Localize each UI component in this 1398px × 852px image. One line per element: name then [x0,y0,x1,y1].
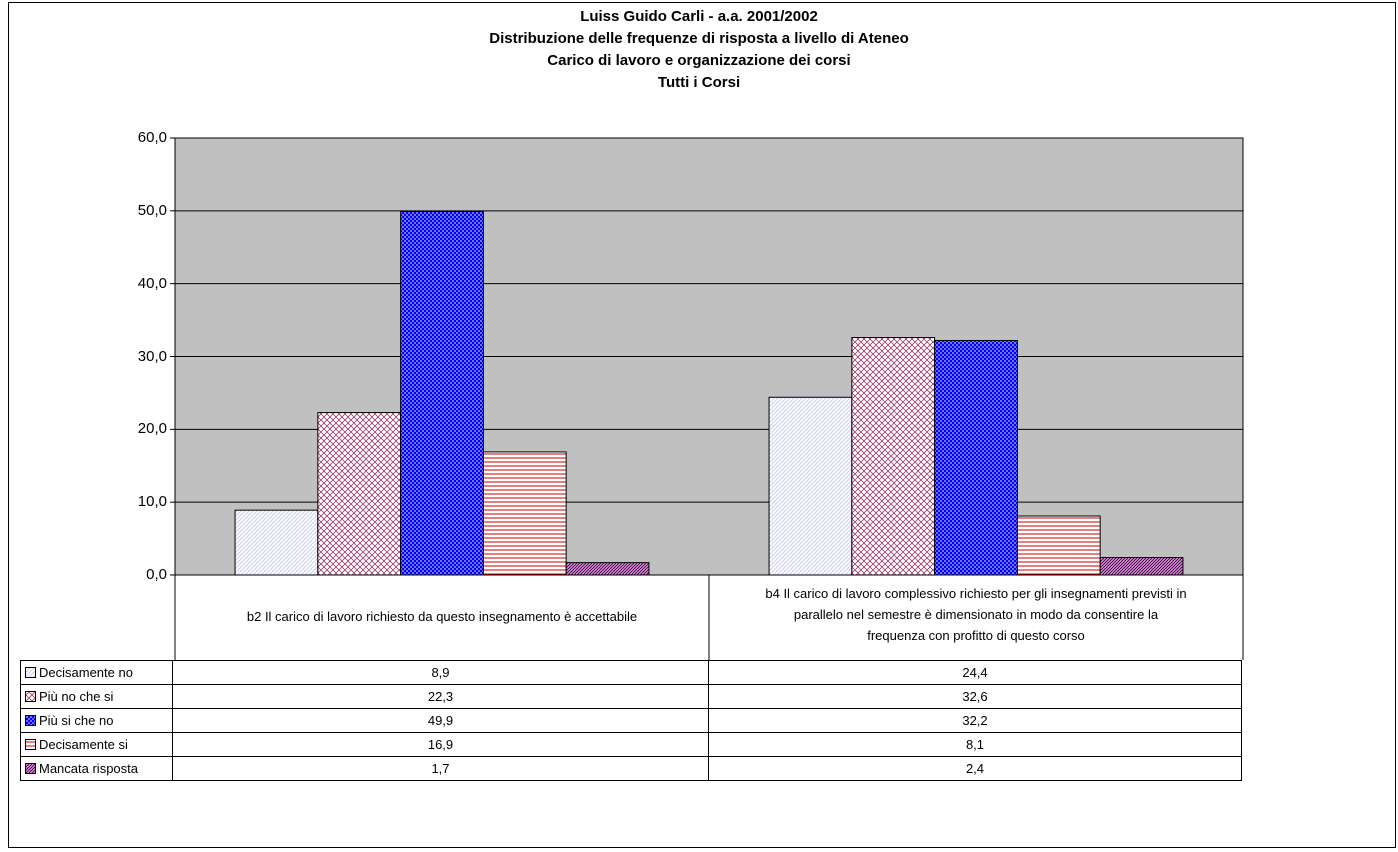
bar-decisamente-no-1 [234,509,319,576]
legend-key-icon [25,739,36,750]
legend-entry: Mancata risposta [20,756,173,781]
data-label: 49,9 [172,708,709,733]
series-name: Decisamente si [39,737,128,752]
y-tick-label: 0,0 [146,566,167,583]
bar-mancata-risposta-1 [565,562,650,576]
legend-entry: Decisamente si [20,732,173,757]
table-row: Decisamente no 8,9 24,4 [20,660,1242,685]
category-label-b4: b4 Il carico di lavoro complessivo richi… [711,583,1241,646]
bar-pi-si-che-no-1 [400,211,484,576]
y-tick-label: 40,0 [137,274,167,292]
category-label-b4-line-3: frequenza con profitto di questo corso [867,628,1085,643]
data-label: 2,4 [708,756,1242,781]
legend-entry: Decisamente no [20,660,173,685]
series-name: Più no che si [39,689,114,704]
bar-mancata-risposta-2 [1099,557,1184,576]
data-label: 1,7 [172,756,709,781]
bar-decisamente-si-1 [482,451,567,576]
category-label-b4-line-2: parallelo nel semestre è dimensionato in… [793,607,1159,622]
table-row: Più si che no 49,9 32,2 [20,708,1242,733]
category-label-b4-line-1: b4 Il carico di lavoro complessivo richi… [765,586,1187,601]
legend-entry: Più si che no [20,708,173,733]
y-tick-label: 10,0 [137,493,167,511]
bar-decisamente-si-2 [1016,515,1101,576]
legend-key-icon [25,715,36,726]
legend-key-icon [25,667,36,678]
chart-title-line-3: Carico di lavoro e organizzazione dei co… [547,52,851,69]
bar-pi-no-che-si-1 [317,412,402,576]
table-row: Mancata risposta 1,7 2,4 [20,756,1242,781]
bar-pi-si-che-no-2 [934,339,1018,576]
table-row: Più no che si 22,3 32,6 [20,684,1242,709]
data-label: 8,9 [172,660,709,685]
category-label-b2: b2 Il carico di lavoro richiesto da ques… [175,606,709,627]
data-label: 8,1 [708,732,1242,757]
y-tick-label: 30,0 [137,347,167,365]
category-label-b2-line: b2 Il carico di lavoro richiesto da ques… [246,609,638,624]
series-name: Mancata risposta [39,761,138,776]
table-row: Decisamente si 16,9 8,1 [20,732,1242,757]
y-tick-label: 60,0 [137,129,167,146]
data-label: 16,9 [172,732,709,757]
y-tick-label: 50,0 [137,201,167,219]
chart-title-line-2: Distribuzione delle frequenze di rispost… [489,30,909,47]
series-name: Più si che no [39,713,114,728]
legend-key-icon [25,691,36,702]
data-label: 22,3 [172,684,709,709]
data-label: 32,6 [708,684,1242,709]
chart-title-line-4: Tutti i Corsi [657,74,741,91]
bar-pi-no-che-si-2 [851,337,936,576]
chart-title-line-1: Luiss Guido Carli - a.a. 2001/2002 [580,8,818,25]
bar-chart-plot [170,137,1244,660]
bar-decisamente-no-2 [768,396,853,576]
y-tick-label: 20,0 [137,420,167,438]
legend-key-icon [25,763,36,774]
legend-entry: Più no che si [20,684,173,709]
data-label: 24,4 [708,660,1242,685]
data-label: 32,2 [708,708,1242,733]
series-name: Decisamente no [39,665,133,680]
data-table: Decisamente no 8,9 24,4 Più no che si 22… [20,660,1242,781]
